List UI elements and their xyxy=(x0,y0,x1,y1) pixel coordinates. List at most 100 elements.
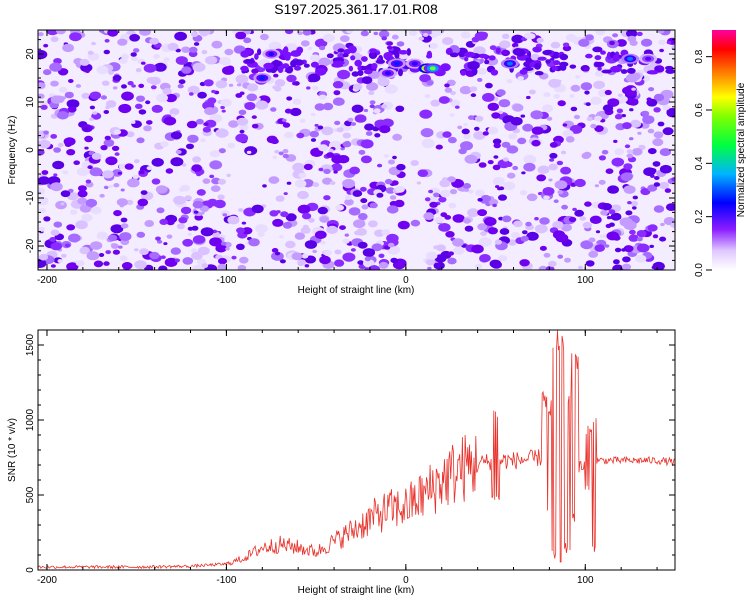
spectrogram-cell xyxy=(478,162,487,168)
spectrogram-cell xyxy=(417,169,429,177)
spectrogram-cell xyxy=(378,30,390,38)
spectrogram-cell xyxy=(470,93,477,98)
spectrogram-cell xyxy=(77,197,88,205)
spectrogram-cell xyxy=(630,201,639,207)
spectrogram-cell xyxy=(425,258,435,266)
spectrogram-cell xyxy=(342,252,356,262)
spectrogram-cell xyxy=(274,79,286,87)
spectrogram-cell xyxy=(217,194,225,200)
spectrogram-cell xyxy=(520,114,526,118)
spectrogram-cell xyxy=(50,182,63,192)
spectrogram-cell xyxy=(150,85,157,90)
spectrogram-cell xyxy=(200,138,206,143)
spectrogram-cell xyxy=(467,189,474,194)
spectrogram-cell xyxy=(108,184,114,188)
spectrogram-cell xyxy=(98,253,105,257)
spectrogram-cell xyxy=(613,139,618,143)
spectrogram-cell xyxy=(396,163,406,171)
spectrogram-cell xyxy=(557,100,566,107)
spectrogram-cell xyxy=(526,193,538,202)
spectrogram-cell xyxy=(107,234,118,242)
spectrogram-feature-core xyxy=(384,71,391,76)
spectrogram-cell xyxy=(569,124,583,134)
spectrogram-cell xyxy=(391,34,399,40)
spectrogram-cell xyxy=(81,92,91,99)
spectrogram-cell xyxy=(165,168,174,174)
spectrogram-cell xyxy=(236,117,249,126)
spectrogram-band-cell xyxy=(542,50,552,55)
spectrogram-cell xyxy=(329,181,336,185)
spectrogram-cell xyxy=(552,230,566,240)
spectrogram-cell xyxy=(670,222,675,228)
spectrogram-cell xyxy=(657,30,665,34)
spectrogram-cell xyxy=(118,245,123,249)
spectrogram-cell xyxy=(191,248,198,253)
spectrogram-cell xyxy=(260,33,269,41)
spectrogram-cell xyxy=(498,186,505,191)
spectrogram-cell xyxy=(501,215,512,223)
spectrogram-cell xyxy=(220,241,227,246)
spectrogram-cell xyxy=(554,180,568,190)
spectrogram-cell xyxy=(489,259,502,268)
spectrogram-cell xyxy=(386,233,399,243)
spectrogram-cell xyxy=(635,254,647,263)
spectrogram-band-cell xyxy=(551,65,559,71)
spectrogram-cell xyxy=(124,163,134,170)
spectrogram-cell xyxy=(49,62,62,72)
spectrogram-cell xyxy=(526,95,531,100)
spectrogram-cell xyxy=(442,37,454,46)
spectrogram-band-cell xyxy=(620,69,628,74)
spectrogram-cell xyxy=(353,53,363,61)
spectrogram-cell xyxy=(421,138,435,149)
spectrogram-cell xyxy=(286,96,293,101)
spectrogram-band-cell xyxy=(282,63,290,69)
spectrogram-band-cell xyxy=(273,59,280,67)
spectrogram-cell xyxy=(479,254,491,263)
spectrogram-cell xyxy=(586,116,593,122)
spectrogram-cell xyxy=(283,192,288,196)
spectrogram-cell xyxy=(562,42,570,48)
spectrogram-cell xyxy=(295,179,307,188)
spectrogram-cell xyxy=(588,250,599,258)
spectrogram-cell xyxy=(629,229,636,235)
spectrogram-cell xyxy=(624,144,631,149)
spectrogram-cell xyxy=(312,182,320,188)
spectrogram-cell xyxy=(318,144,329,152)
spectrogram-band-cell xyxy=(240,65,249,72)
spectrogram-cell xyxy=(498,255,508,262)
spectrogram-band-cell xyxy=(368,51,378,59)
spectrogram-cell xyxy=(38,197,49,206)
spectrogram-cell xyxy=(308,217,315,223)
spectrogram-band-cell xyxy=(394,51,400,59)
spectrogram-cell xyxy=(50,134,58,139)
spectrogram-cell xyxy=(438,196,447,203)
spectrogram-cell xyxy=(436,244,446,252)
spectrogram-cell xyxy=(360,139,374,149)
spectrogram-cell xyxy=(636,31,643,37)
spectrogram-cell xyxy=(649,244,654,248)
spectrogram-cell xyxy=(508,133,518,140)
spectrogram-cell xyxy=(274,149,280,154)
spectrogram-cell xyxy=(209,174,215,179)
spectrogram-band-cell xyxy=(290,60,297,68)
spectrogram-cell xyxy=(362,248,376,257)
spectrogram-cell xyxy=(76,167,90,177)
spectrogram-cell xyxy=(477,77,483,82)
spectrogram-cell xyxy=(274,251,281,256)
spectrogram-cell xyxy=(202,178,211,184)
spectrogram-cell xyxy=(662,104,670,110)
spectrogram-cell xyxy=(365,131,373,136)
spectrogram-cell xyxy=(203,79,214,87)
chart-title: S197.2025.361.17.01.R08 xyxy=(274,1,438,17)
spectrogram-cell xyxy=(471,244,484,254)
spectrogram-cell xyxy=(211,89,216,94)
spectrogram-cell xyxy=(624,85,637,94)
spectrogram-cell xyxy=(482,131,489,136)
spectrogram-cell xyxy=(135,68,142,73)
spectrogram-cell xyxy=(464,225,474,232)
spectrogram-cell xyxy=(192,265,204,270)
snr-panel: -200 -100 0 100 0 500 1000 1500 Height of stra… xyxy=(7,329,676,596)
spectrogram-cell xyxy=(653,205,665,213)
spectrogram-band-cell xyxy=(290,50,302,57)
